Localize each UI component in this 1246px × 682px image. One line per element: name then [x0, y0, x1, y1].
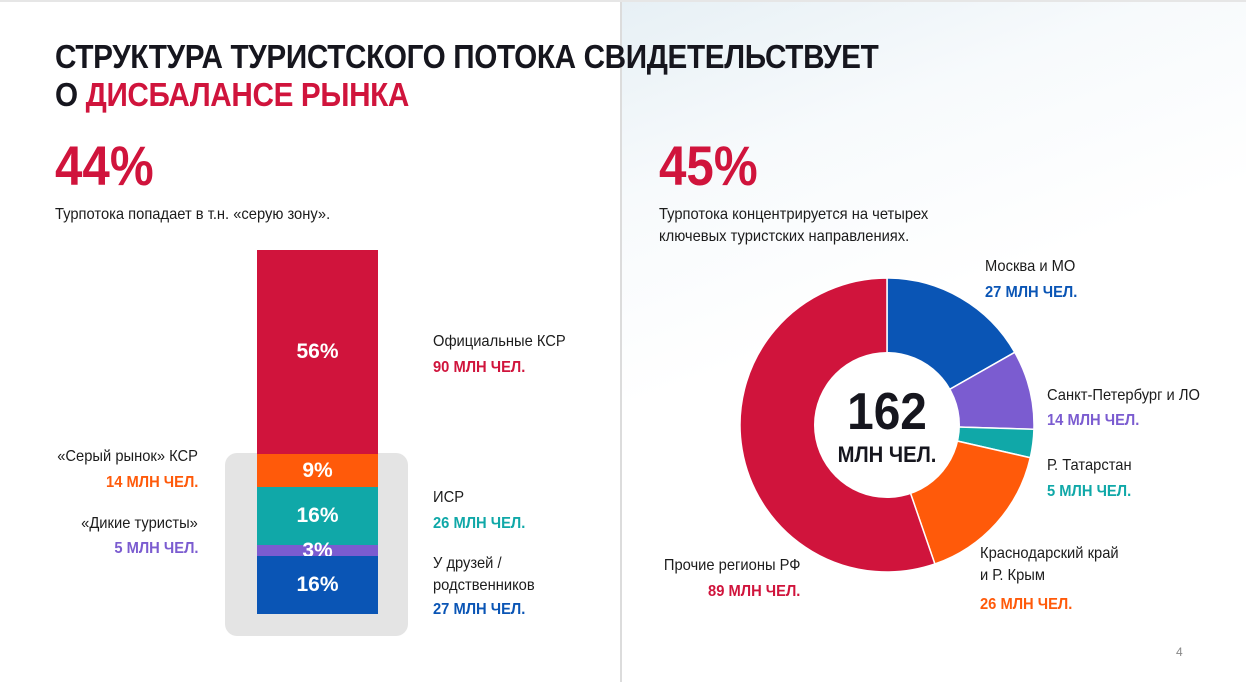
- top-border: [0, 0, 1246, 2]
- label-other-regions: Прочие регионы РФ: [663, 557, 800, 574]
- stacked-bar: 56% 9% 16% 3% 16%: [257, 250, 378, 614]
- right-description-line2: ключевых туристских направлениях.: [659, 228, 910, 245]
- value-krasnodar: 26 МЛН ЧЕЛ.: [980, 596, 1073, 613]
- value-other-regions: 89 МЛН ЧЕЛ.: [707, 583, 800, 600]
- bar-segment-label: 9%: [302, 458, 333, 482]
- value-wild-tourists: 5 МЛН ЧЕЛ.: [113, 540, 198, 557]
- page-number: 4: [1176, 645, 1183, 659]
- value-official-ksr: 90 МЛН ЧЕЛ.: [433, 359, 526, 376]
- label-grey-market: «Серый рынок» КСР: [57, 448, 198, 465]
- label-moscow: Москва и МО: [985, 258, 1076, 275]
- label-official-ksr: Официальные КСР: [433, 333, 566, 350]
- bar-segment-4: 3%: [257, 539, 378, 562]
- bar-segment-1: 56%: [257, 250, 378, 454]
- label-spb: Санкт-Петербург и ЛО: [1047, 387, 1200, 404]
- value-tatarstan: 5 МЛН ЧЕЛ.: [1047, 483, 1132, 500]
- title-line1: Структура туристского потока свидетельст…: [55, 38, 879, 75]
- donut-center-value: 162: [847, 382, 927, 440]
- right-description-line1: Турпотока концентрируется на четырех: [659, 206, 929, 223]
- label-tatarstan: Р. Татарстан: [1047, 457, 1132, 474]
- value-isr: 26 МЛН ЧЕЛ.: [433, 515, 526, 532]
- donut-hole: [814, 352, 960, 498]
- value-grey-market: 14 МЛН ЧЕЛ.: [105, 474, 198, 491]
- label-krasnodar-line1: Краснодарский край: [980, 545, 1119, 562]
- value-friends: 27 МЛН ЧЕЛ.: [433, 601, 526, 618]
- bar-segment-5: 16%: [257, 556, 378, 614]
- title-line2-prefix: о: [55, 76, 86, 113]
- bar-segment-label: 16%: [296, 573, 339, 596]
- left-big-percent: 44%: [55, 134, 154, 197]
- bar-segment-3: 16%: [257, 487, 378, 545]
- value-spb: 14 МЛН ЧЕЛ.: [1047, 412, 1140, 429]
- bar-segment-label: 56%: [296, 340, 339, 363]
- bar-segment-2: 9%: [257, 454, 378, 487]
- slide-title: Структура туристского потока свидетельст…: [55, 38, 879, 114]
- label-friends-line1: У друзей /: [433, 555, 502, 572]
- bar-segment-label: 3%: [302, 538, 333, 562]
- label-wild-tourists: «Дикие туристы»: [81, 515, 198, 532]
- label-isr: ИСР: [433, 489, 465, 506]
- right-big-percent: 45%: [659, 134, 758, 197]
- value-moscow: 27 МЛН ЧЕЛ.: [985, 284, 1078, 301]
- donut-center-unit: МЛН ЧЕЛ.: [838, 443, 937, 467]
- left-description: Турпотока попадает в т.н. «серую зону».: [55, 206, 331, 223]
- label-krasnodar-line2: и Р. Крым: [980, 567, 1045, 584]
- title-line2-accent: дисбалансе рынка: [85, 76, 410, 113]
- label-friends-line2: родственников: [433, 577, 535, 594]
- bar-segment-label: 16%: [296, 504, 339, 527]
